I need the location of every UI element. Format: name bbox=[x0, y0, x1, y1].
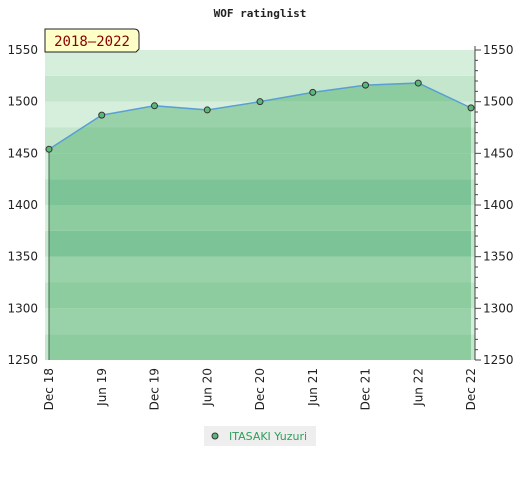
y-tick-label-left: 1350 bbox=[7, 250, 38, 264]
data-points bbox=[45, 79, 475, 153]
x-tick-label: Jun 22 bbox=[411, 368, 425, 407]
x-tick-label: Jun 21 bbox=[306, 368, 320, 407]
data-point bbox=[362, 81, 369, 89]
y-tick-label-left: 1450 bbox=[7, 146, 38, 160]
data-point bbox=[151, 102, 158, 110]
legend-marker bbox=[211, 432, 219, 440]
x-tick-label: Jun 20 bbox=[200, 368, 214, 407]
y-tick-label-left: 1500 bbox=[7, 95, 38, 109]
data-point bbox=[98, 111, 106, 119]
y-tick-label-left: 1400 bbox=[7, 198, 38, 212]
y-tick-label-right: 1550 bbox=[483, 43, 514, 57]
band bbox=[45, 50, 475, 76]
x-tick-label: Jun 19 bbox=[95, 368, 109, 407]
x-tick-label: Dec 21 bbox=[359, 368, 373, 410]
chart-title: WOF ratinglist bbox=[214, 7, 307, 20]
x-tick-label: Dec 20 bbox=[253, 368, 267, 410]
period-badge: 2018–2022 bbox=[44, 28, 140, 53]
x-tick-label: Dec 18 bbox=[42, 368, 56, 410]
y-tick-label-right: 1250 bbox=[483, 353, 514, 367]
y-axis-right: 1250 1300 1350 1400 1450 1500 1550 bbox=[474, 43, 514, 367]
x-axis: Dec 18 Jun 19 Dec 19 Jun 20 Dec 20 Jun 21 Dec … bbox=[42, 368, 478, 410]
area-fill bbox=[49, 83, 471, 360]
y-tick-label-left: 1300 bbox=[7, 301, 38, 315]
data-point bbox=[256, 98, 264, 106]
data-point bbox=[309, 88, 317, 96]
y-tick-label-right: 1450 bbox=[483, 146, 514, 160]
y-tick-label-right: 1300 bbox=[483, 301, 514, 315]
y-tick-label-right: 1500 bbox=[483, 95, 514, 109]
x-tick-label: Dec 19 bbox=[148, 368, 162, 410]
data-point bbox=[467, 104, 475, 112]
legend-label: ITASAKI Yuzuri bbox=[229, 430, 307, 443]
y-axis-left: 1250 1300 1350 1400 1450 1500 1550 bbox=[7, 43, 38, 367]
data-point bbox=[45, 145, 53, 153]
x-tick-label: Dec 22 bbox=[464, 368, 478, 410]
y-tick-label-left: 1550 bbox=[7, 43, 38, 57]
period-label: 2018–2022 bbox=[54, 34, 130, 50]
y-tick-label-right: 1350 bbox=[483, 250, 514, 264]
area-layer bbox=[48, 82, 472, 360]
legend: ITASAKI Yuzuri bbox=[204, 426, 316, 446]
data-point bbox=[414, 79, 422, 87]
y-tick-label-right: 1400 bbox=[483, 198, 514, 212]
y-tick-label-left: 1250 bbox=[7, 353, 38, 367]
data-point bbox=[203, 106, 211, 114]
